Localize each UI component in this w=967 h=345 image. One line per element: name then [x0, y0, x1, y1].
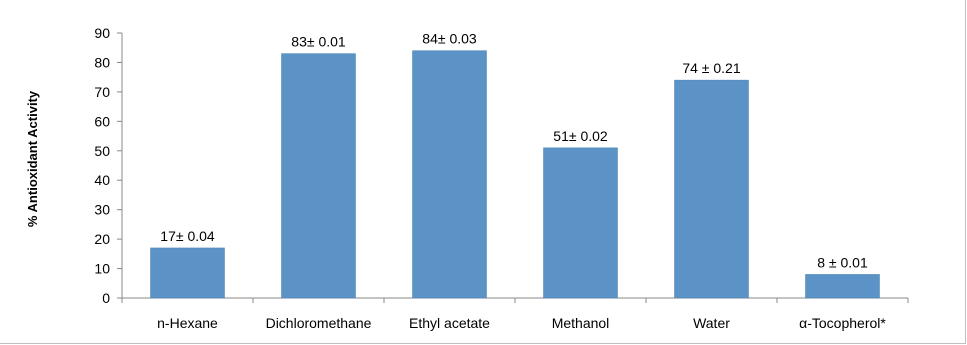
y-tick-label: 20 [94, 231, 110, 247]
y-tick-label: 80 [94, 54, 110, 70]
category-labels: n-Hexane Dichloromethane Ethyl acetate Meth… [157, 315, 886, 331]
data-label: 84± 0.03 [422, 31, 477, 47]
y-tick-label: 50 [94, 143, 110, 159]
y-tick-label: 30 [94, 202, 110, 218]
y-tick-label: 10 [94, 261, 110, 277]
bar [412, 50, 487, 299]
category-label: n-Hexane [157, 315, 218, 331]
category-label: Ethyl acetate [409, 315, 490, 331]
bar [674, 79, 749, 299]
data-label: 8 ± 0.01 [817, 254, 868, 270]
data-label: 74 ± 0.21 [682, 60, 740, 76]
category-label: Methanol [552, 315, 610, 331]
category-label: Dichloromethane [266, 315, 372, 331]
y-tick-label: 0 [102, 290, 110, 306]
y-axis: 0 10 20 30 40 50 60 70 80 90 [94, 25, 123, 306]
data-label: 17± 0.04 [160, 228, 215, 244]
bars [150, 50, 880, 299]
bar [281, 53, 356, 299]
y-tick-label: 70 [94, 84, 110, 100]
category-label: Water [693, 315, 730, 331]
bar [150, 247, 225, 299]
x-axis [121, 297, 909, 303]
data-labels: 17± 0.04 83± 0.01 84± 0.03 51± 0.02 74 ± 0.2… [160, 31, 868, 271]
y-axis-title-group: % Antioxidant Activity [25, 90, 40, 227]
y-axis-title: % Antioxidant Activity [25, 90, 40, 227]
y-tick-label: 60 [94, 113, 110, 129]
category-label: α-Tocopherol* [799, 315, 886, 331]
data-label: 83± 0.01 [291, 34, 346, 50]
bar [543, 147, 618, 299]
bar [805, 274, 880, 299]
y-tick-label: 40 [94, 172, 110, 188]
data-label: 51± 0.02 [553, 128, 608, 144]
y-tick-label: 90 [94, 25, 110, 41]
